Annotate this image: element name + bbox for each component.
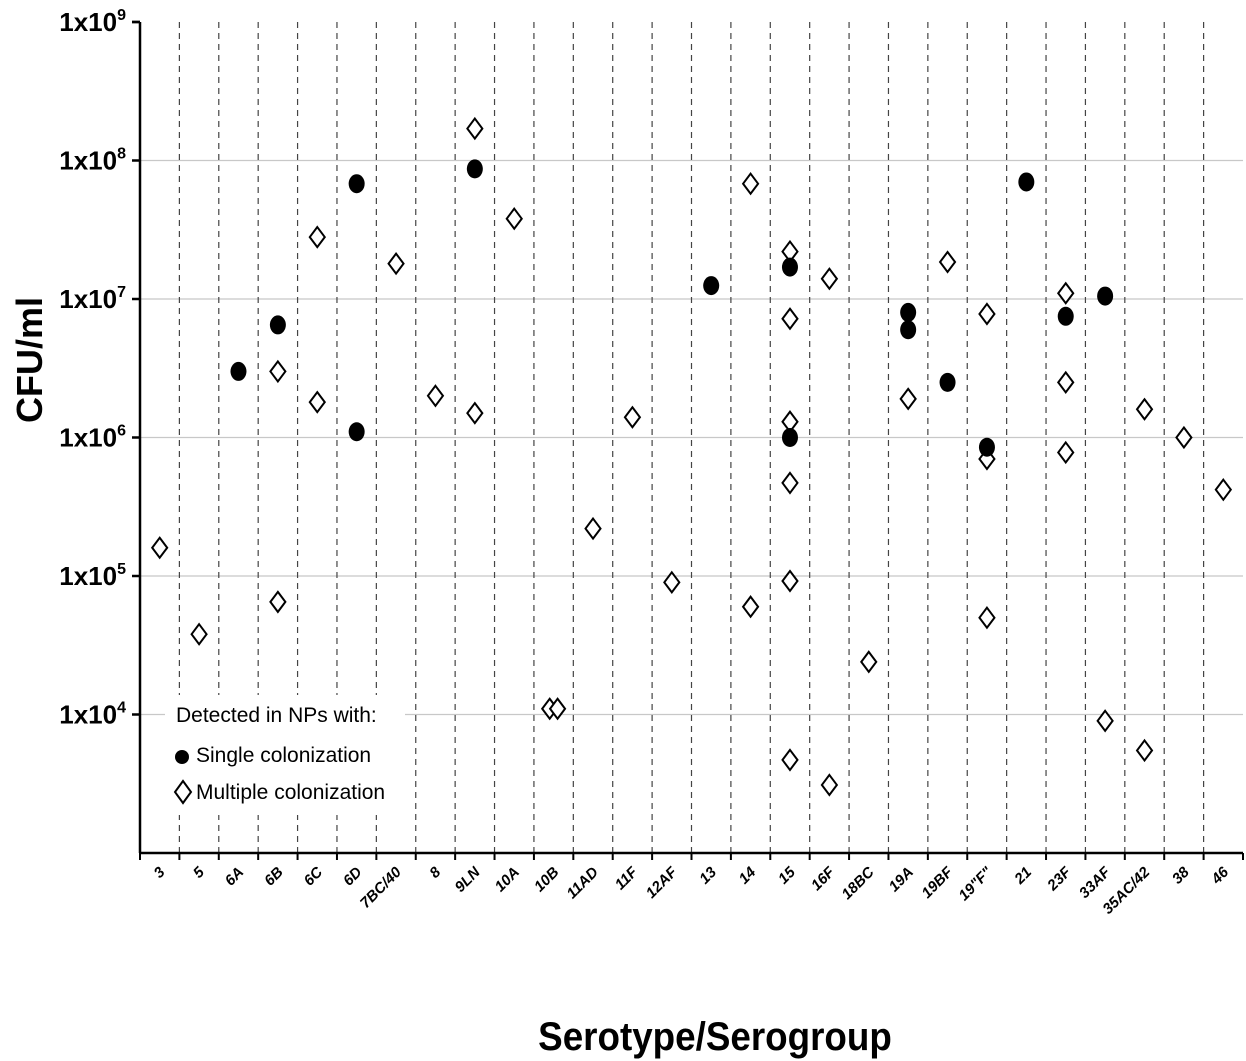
point-multiple [860, 650, 878, 674]
x-tick-label: 5 [190, 863, 208, 881]
legend-entry-multiple: Multiple colonization [196, 781, 385, 804]
point-multiple [269, 359, 287, 384]
point-multiple [269, 590, 287, 614]
x-tick-label: 10A [492, 864, 523, 895]
point-multiple [426, 384, 445, 408]
x-tick-label: 19BF [918, 863, 957, 902]
x-axis-title: Serotype/Serogroup [538, 1015, 892, 1060]
point-multiple [466, 401, 484, 425]
axes [132, 20, 1244, 860]
x-tick-label: 6C [301, 863, 327, 889]
point-multiple [978, 606, 996, 630]
point-multiple [663, 570, 681, 595]
legend-background [165, 695, 405, 815]
point-multiple [1214, 478, 1233, 502]
point-multiple [623, 405, 642, 429]
point-multiple [899, 387, 917, 411]
point-single [269, 315, 286, 335]
x-tick-label: 11AD [563, 864, 601, 902]
point-single [348, 422, 365, 442]
point-single [348, 174, 365, 194]
point-single [1018, 172, 1035, 192]
point-multiple [741, 595, 760, 619]
x-tick-label: 12AF [643, 863, 682, 902]
point-multiple [938, 250, 957, 274]
point-multiple [781, 569, 799, 593]
y-tick-labels: 1x104 1x105 1x106 1x107 1x108 1x109 [59, 7, 126, 730]
point-multiple [741, 172, 760, 196]
point-multiple [1056, 370, 1075, 395]
x-tick-label: 16F [808, 863, 839, 894]
point-multiple [1175, 425, 1193, 450]
point-single [1097, 286, 1114, 306]
point-single [939, 372, 956, 392]
point-single [900, 320, 917, 340]
x-tick-label: 6B [261, 864, 287, 890]
point-multiple [1135, 397, 1154, 421]
point-multiple [505, 207, 523, 231]
point-multiple [820, 267, 839, 291]
point-multiple [1056, 440, 1075, 465]
x-tick-label: 21 [1011, 864, 1036, 889]
y-axis-title: CFU/ml [9, 297, 50, 423]
horizontal-grid [140, 159, 1243, 716]
point-multiple [1056, 281, 1075, 305]
legend-marker-single [175, 750, 189, 764]
x-tick-label: 10B [531, 864, 563, 896]
y-tick-label: 1x105 [59, 561, 126, 591]
x-tick-label: 15 [775, 863, 799, 887]
x-tick-label: 8 [426, 863, 444, 881]
point-single [466, 159, 483, 179]
point-multiple [978, 302, 996, 326]
x-tick-label: 11F [612, 863, 642, 893]
point-multiple [308, 225, 327, 249]
legend-marker-multiple [173, 779, 193, 805]
x-tick-label: 3 [151, 863, 169, 881]
x-tick-label: 23F [1044, 863, 1076, 895]
legend-title: Detected in NPs with: [176, 704, 377, 727]
x-tick-label: 38 [1169, 863, 1193, 887]
y-tick-label: 1x107 [59, 284, 126, 314]
point-single [781, 428, 798, 447]
point-multiple [1096, 709, 1114, 733]
point-multiple [548, 697, 567, 721]
y-tick-label: 1x108 [59, 146, 126, 176]
point-single [1057, 306, 1074, 326]
legend-entry-single: Single colonization [196, 744, 371, 767]
x-tick-label: 13 [696, 863, 720, 887]
point-single [900, 302, 917, 322]
point-single [703, 276, 720, 296]
x-tick-label: 6D [340, 864, 366, 890]
x-tick-label: 19"F" [955, 863, 996, 904]
point-multiple [150, 536, 169, 560]
x-tick-label: 18BC [838, 863, 878, 903]
y-tick-label: 1x109 [59, 7, 126, 37]
point-multiple [466, 116, 484, 141]
legend: Detected in NPs with: Single colonizatio… [165, 695, 405, 815]
point-multiple [387, 251, 405, 276]
point-multiple [781, 307, 799, 331]
point-multiple [190, 622, 208, 646]
x-tick-label: 19A [886, 864, 917, 895]
point-multiple [820, 773, 839, 797]
x-tick-label: 7BC/40 [357, 863, 405, 911]
x-tick-label: 14 [736, 863, 760, 887]
point-multiple [781, 471, 799, 495]
point-single [230, 361, 247, 381]
data-points [150, 116, 1233, 797]
point-multiple [1135, 738, 1154, 763]
point-multiple [584, 516, 602, 541]
point-multiple [308, 390, 327, 414]
x-tick-label: 6A [222, 864, 248, 890]
point-multiple [781, 748, 799, 772]
point-single [781, 257, 798, 277]
point-single [978, 437, 995, 457]
x-tick-label: 46 [1208, 863, 1233, 888]
x-tick-label: 9LN [452, 863, 485, 896]
y-tick-label: 1x106 [59, 423, 126, 453]
y-tick-label: 1x104 [59, 700, 126, 730]
